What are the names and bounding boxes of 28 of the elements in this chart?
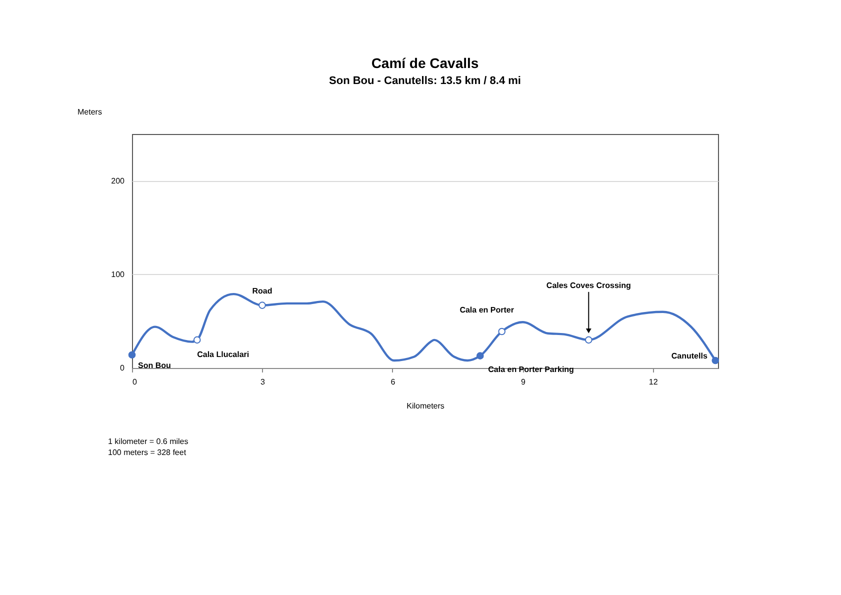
annotation: Cala en Porter Parking: [488, 364, 574, 374]
annotation: Cala Llucalari: [197, 350, 250, 359]
chart-title: Camí de Cavalls: [371, 55, 479, 71]
annotation: Cala en Porter: [460, 305, 514, 314]
annotation: Cales Coves Crossing: [546, 280, 631, 290]
point: [584, 336, 592, 344]
y-axis-title: Meters: [78, 108, 102, 116]
point: [193, 336, 201, 344]
x-tick-label: 9: [520, 378, 526, 386]
y-tick-label: 200: [111, 176, 126, 186]
x-tick-label: 6: [390, 378, 396, 386]
chart-subtitle: Son Bou - Canutells: 13.5 km / 8.4 mi: [329, 75, 521, 87]
text: 100 meters = 328 feet: [108, 447, 188, 458]
point: [712, 356, 720, 364]
x-tick-label: 12: [648, 378, 658, 386]
x-tick-label: 0: [132, 378, 138, 386]
x-axis-title: Kilometers: [406, 402, 444, 410]
point: [258, 302, 266, 309]
x-tick-label: 3: [260, 378, 266, 386]
point: [498, 328, 506, 336]
annotation: Son Bou: [138, 360, 171, 370]
annotation: Canutells: [671, 352, 708, 361]
text: 1 kilometer = 0.6 miles: [108, 436, 188, 447]
annotation: Road: [252, 286, 272, 296]
point: [476, 352, 484, 360]
y-tick-label: 0: [120, 364, 126, 372]
point: [128, 351, 136, 359]
y-tick-label: 100: [111, 270, 126, 279]
